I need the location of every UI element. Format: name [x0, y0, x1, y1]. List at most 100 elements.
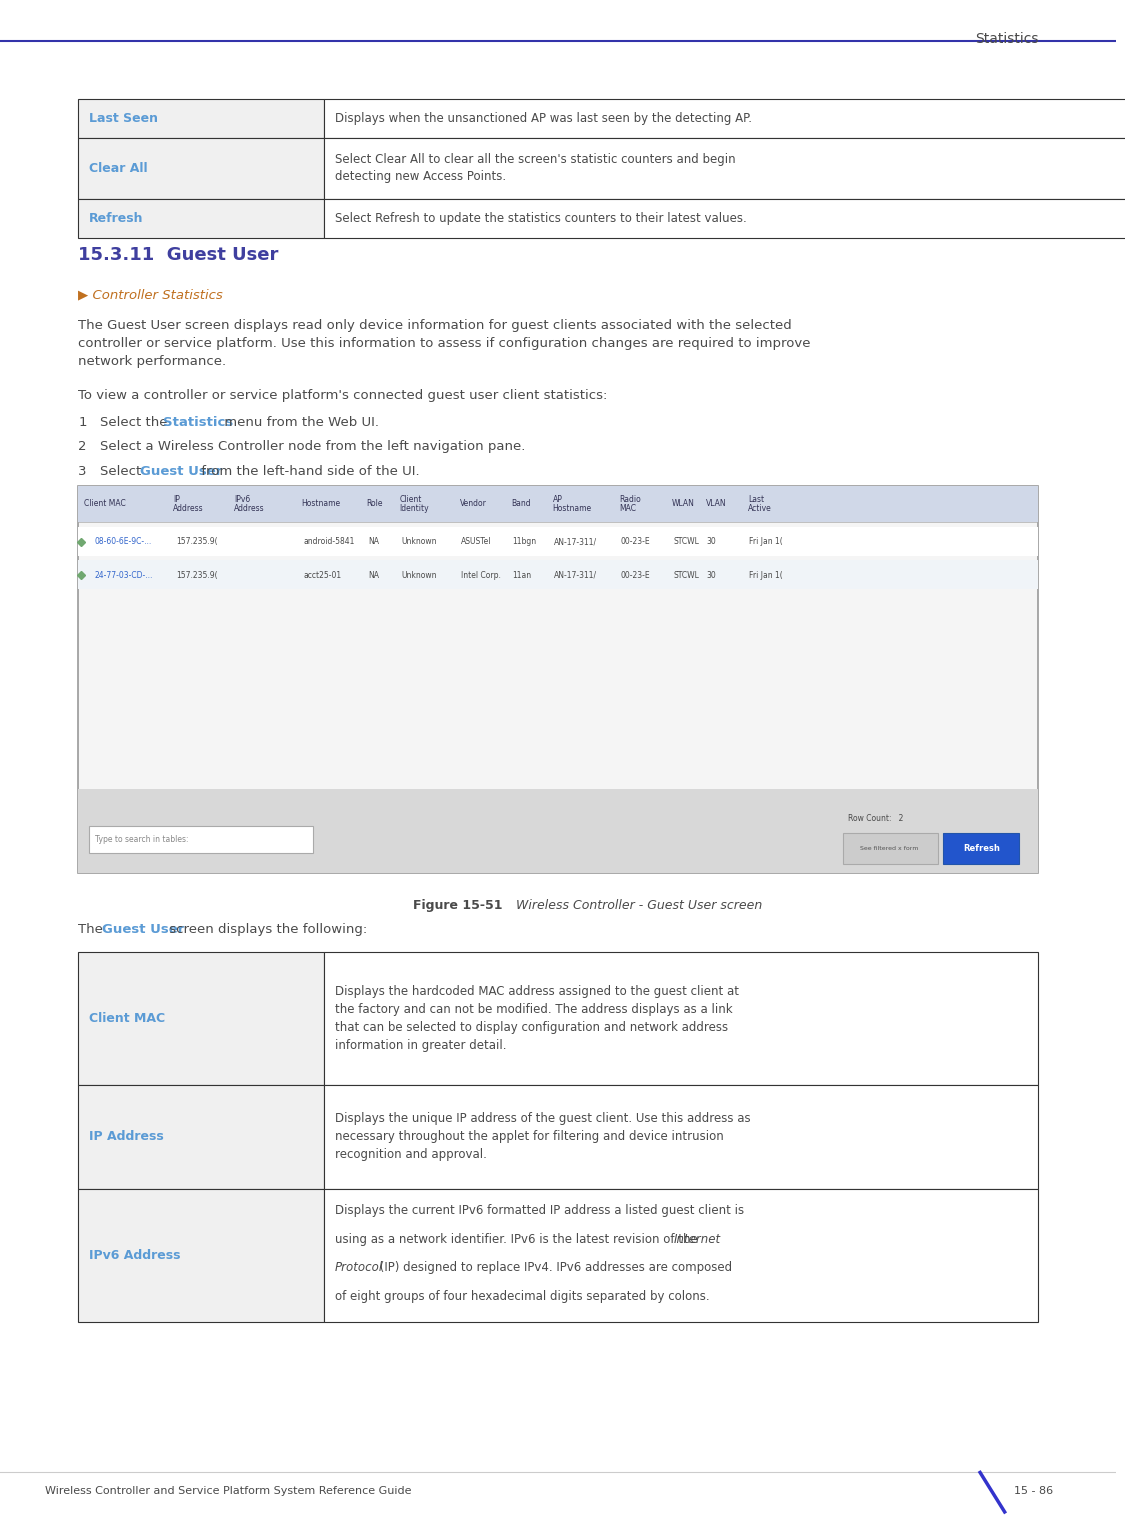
Bar: [78, 486, 1038, 522]
Text: acct25-01: acct25-01: [304, 571, 342, 580]
Text: 08-60-6E-9C-...: 08-60-6E-9C-...: [94, 537, 152, 546]
Text: Select: Select: [100, 465, 146, 478]
Text: WLAN: WLAN: [672, 499, 695, 509]
Text: Displays the hardcoded MAC address assigned to the guest client at
the factory a: Displays the hardcoded MAC address assig…: [335, 985, 739, 1052]
Bar: [78, 789, 1038, 873]
Text: 24-77-03-CD-...: 24-77-03-CD-...: [94, 571, 153, 580]
Text: Guest User: Guest User: [141, 465, 223, 478]
Text: Client MAC: Client MAC: [89, 1013, 165, 1025]
Text: STCWL: STCWL: [673, 537, 699, 546]
Bar: [324, 199, 1125, 238]
Text: VLAN: VLAN: [705, 499, 726, 509]
Bar: [78, 1085, 324, 1189]
Text: Wireless Controller - Guest User screen: Wireless Controller - Guest User screen: [507, 899, 762, 912]
Text: Hostname: Hostname: [302, 499, 341, 509]
Bar: [89, 826, 313, 853]
Text: IPv6 Address: IPv6 Address: [89, 1249, 181, 1261]
Text: Select Clear All to clear all the screen's statistic counters and begin
detectin: Select Clear All to clear all the screen…: [335, 153, 736, 184]
Text: menu from the Web UI.: menu from the Web UI.: [220, 416, 379, 430]
Text: See filtered x form: See filtered x form: [861, 846, 919, 852]
Text: Protocol: Protocol: [335, 1261, 383, 1275]
Text: from the left-hand side of the UI.: from the left-hand side of the UI.: [197, 465, 420, 478]
Text: Fri Jan 1(: Fri Jan 1(: [749, 537, 783, 546]
Text: 157.235.9(: 157.235.9(: [177, 571, 218, 580]
Bar: [78, 199, 324, 238]
Text: The Guest User screen displays read only device information for guest clients as: The Guest User screen displays read only…: [78, 319, 811, 367]
Text: AP
Hostname: AP Hostname: [552, 495, 592, 513]
Text: To view a controller or service platform's connected guest user client statistic: To view a controller or service platform…: [78, 389, 608, 402]
Text: Wireless Controller and Service Platform System Reference Guide: Wireless Controller and Service Platform…: [45, 1486, 411, 1495]
Bar: [324, 99, 1125, 138]
Text: using as a network identifier. IPv6 is the latest revision of the: using as a network identifier. IPv6 is t…: [335, 1233, 701, 1246]
Text: 1: 1: [78, 416, 87, 430]
Text: Vendor: Vendor: [460, 499, 487, 509]
Text: IPv6
Address: IPv6 Address: [234, 495, 266, 513]
Text: NA: NA: [368, 571, 379, 580]
Text: 11bgn: 11bgn: [512, 537, 537, 546]
Text: IP Address: IP Address: [89, 1131, 164, 1143]
Text: Select Refresh to update the statistics counters to their latest values.: Select Refresh to update the statistics …: [335, 213, 747, 225]
Text: Figure 15-51: Figure 15-51: [413, 899, 503, 912]
Text: Unknown: Unknown: [402, 537, 438, 546]
Bar: [943, 833, 1019, 864]
Bar: [78, 138, 324, 199]
Text: (IP) designed to replace IPv4. IPv6 addresses are composed: (IP) designed to replace IPv4. IPv6 addr…: [376, 1261, 732, 1275]
Text: ASUSTeI: ASUSTeI: [461, 537, 492, 546]
Text: 11an: 11an: [512, 571, 531, 580]
Text: AN-17-311/: AN-17-311/: [554, 571, 596, 580]
Text: Last Seen: Last Seen: [89, 112, 159, 124]
Text: Unknown: Unknown: [402, 571, 438, 580]
Bar: [78, 952, 324, 1085]
Text: Internet: Internet: [674, 1233, 721, 1246]
Text: Refresh: Refresh: [89, 213, 144, 225]
Text: Radio
MAC: Radio MAC: [620, 495, 641, 513]
Text: Displays the unique IP address of the guest client. Use this address as
necessar: Displays the unique IP address of the gu…: [335, 1113, 750, 1161]
Text: Client
Identity: Client Identity: [399, 495, 430, 513]
Text: Band: Band: [511, 499, 531, 509]
Text: IP
Address: IP Address: [173, 495, 204, 513]
Text: 3: 3: [78, 465, 87, 478]
Text: Intel Corp.: Intel Corp.: [461, 571, 501, 580]
Text: Statistics: Statistics: [974, 32, 1038, 46]
Text: Displays when the unsanctioned AP was last seen by the detecting AP.: Displays when the unsanctioned AP was la…: [335, 112, 752, 124]
Bar: [78, 560, 1038, 589]
Bar: [324, 1189, 1038, 1322]
Text: Select the: Select the: [100, 416, 172, 430]
Text: 157.235.9(: 157.235.9(: [177, 537, 218, 546]
Text: 00-23-E: 00-23-E: [621, 571, 650, 580]
Text: Row Count:   2: Row Count: 2: [848, 814, 903, 823]
Text: Type to search in tables:: Type to search in tables:: [94, 835, 188, 844]
Text: STCWL: STCWL: [673, 571, 699, 580]
Text: ▶ Controller Statistics: ▶ Controller Statistics: [78, 288, 223, 302]
Text: Clear All: Clear All: [89, 162, 147, 175]
Text: screen displays the following:: screen displays the following:: [165, 923, 368, 937]
Text: Role: Role: [366, 499, 382, 509]
Text: 15.3.11  Guest User: 15.3.11 Guest User: [78, 246, 279, 264]
Bar: [324, 952, 1038, 1085]
Text: 00-23-E: 00-23-E: [621, 537, 650, 546]
Text: AN-17-311/: AN-17-311/: [554, 537, 596, 546]
Text: 30: 30: [706, 571, 717, 580]
Text: NA: NA: [368, 537, 379, 546]
Text: Displays the current IPv6 formatted IP address a listed guest client is: Displays the current IPv6 formatted IP a…: [335, 1204, 744, 1217]
Text: The: The: [78, 923, 107, 937]
Text: Last
Active: Last Active: [748, 495, 772, 513]
Text: Refresh: Refresh: [963, 844, 1000, 853]
Text: 30: 30: [706, 537, 717, 546]
Bar: [843, 833, 937, 864]
Bar: [324, 138, 1125, 199]
Bar: [324, 1085, 1038, 1189]
Text: Guest User: Guest User: [101, 923, 184, 937]
Text: 15 - 86: 15 - 86: [1014, 1486, 1053, 1495]
Text: Select a Wireless Controller node from the left navigation pane.: Select a Wireless Controller node from t…: [100, 440, 525, 454]
Text: Client MAC: Client MAC: [83, 499, 126, 509]
Bar: [78, 486, 1038, 873]
Bar: [78, 527, 1038, 556]
Text: android-5841: android-5841: [304, 537, 356, 546]
Text: 2: 2: [78, 440, 87, 454]
Bar: [78, 99, 324, 138]
Text: of eight groups of four hexadecimal digits separated by colons.: of eight groups of four hexadecimal digi…: [335, 1290, 710, 1304]
Text: Statistics: Statistics: [163, 416, 233, 430]
Text: Fri Jan 1(: Fri Jan 1(: [749, 571, 783, 580]
Bar: [78, 1189, 324, 1322]
